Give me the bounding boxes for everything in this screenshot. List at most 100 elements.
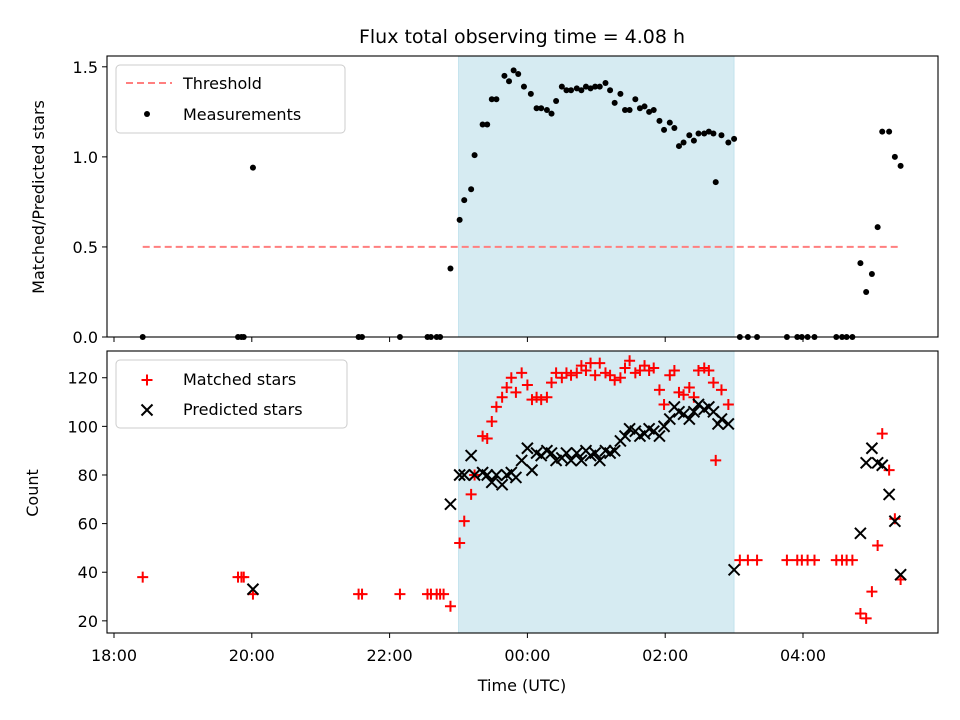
matched-star-point [137, 571, 149, 583]
x-tick-label: 02:00 [642, 646, 688, 665]
measurement-point [578, 87, 585, 94]
matched-star-point [521, 379, 533, 391]
measurement-point [641, 103, 648, 110]
predicted-star-point [888, 514, 902, 528]
predicted-star-point [481, 468, 494, 482]
matched-star-point [683, 381, 695, 393]
matched-star-point [707, 377, 719, 389]
measurement-point [857, 260, 864, 267]
measurement-point [897, 162, 904, 169]
measurement-point [249, 164, 256, 171]
matched-star-point [693, 364, 705, 376]
measurement-point [527, 90, 534, 97]
predicted-star-point [722, 417, 735, 431]
predicted-star-point [570, 446, 583, 460]
matched-star-point [624, 355, 636, 367]
top-legend: Threshold Measurements [115, 64, 346, 134]
matched-star-point [580, 364, 592, 376]
matched-star-point [889, 513, 901, 525]
x-tick-label: 04:00 [780, 646, 826, 665]
legend-threshold-label: Threshold [182, 74, 262, 93]
legend-predicted-swatch [140, 403, 154, 417]
measurement-point [573, 85, 580, 92]
measurement-point [461, 197, 468, 204]
matched-star-point [710, 454, 722, 466]
matched-star-point [876, 428, 888, 440]
matched-star-point [486, 416, 498, 427]
measurement-point [568, 87, 575, 94]
predicted-star-point [653, 429, 666, 443]
measurement-point [646, 108, 653, 115]
matched-star-point [854, 608, 866, 620]
top-y-tick-label: 1.5 [73, 58, 98, 77]
matched-star-point [238, 571, 250, 583]
measurement-point [656, 117, 663, 124]
matched-star-point [668, 364, 680, 376]
matched-star-point [458, 515, 470, 527]
measurement-point [686, 132, 693, 139]
measurement-point [468, 186, 475, 193]
matched-star-point [454, 537, 466, 549]
matched-star-point [501, 381, 513, 393]
predicted-star-point [564, 454, 578, 467]
matched-star-point [444, 600, 456, 612]
measurement-point [484, 121, 491, 128]
predicted-star-point [608, 444, 621, 457]
measurement-point [675, 143, 682, 150]
measurement-point [874, 224, 881, 231]
bottom-y-tick-label: 40 [78, 563, 98, 582]
measurement-point [447, 265, 454, 272]
predicted-star-point [246, 583, 260, 596]
measurement-point [533, 105, 540, 112]
predicted-star-point [859, 456, 873, 470]
matched-star-point [722, 398, 734, 410]
matched-star-point [356, 588, 368, 600]
x-tick-label: 18:00 [91, 646, 137, 665]
matched-star-point [781, 554, 793, 566]
top-y-tick-label: 0.5 [73, 238, 98, 257]
top-ylabel: Matched/Predicted stars [29, 100, 48, 294]
predicted-star-point [663, 412, 677, 426]
legend-box [115, 359, 348, 429]
measurement-point [680, 139, 687, 146]
predicted-star-point [894, 568, 907, 581]
predicted-star-point [560, 446, 573, 460]
matched-star-point [481, 433, 493, 445]
matched-star-point [614, 372, 626, 384]
x-tick-label: 00:00 [504, 646, 550, 665]
bottom-axes-frame [106, 350, 939, 634]
measurement-point [543, 107, 550, 114]
matched-star-point [846, 554, 858, 566]
measurement-point [868, 270, 875, 277]
bottom-y-tick-label: 120 [67, 369, 98, 388]
measurement-point [712, 179, 719, 186]
bottom-ylabel: Count [23, 469, 42, 517]
legend-predicted-label: Predicted stars [183, 400, 303, 419]
matched-star-point [465, 488, 477, 500]
matched-star-point [571, 367, 583, 379]
predicted-star-point [521, 442, 534, 455]
measurement-point [607, 87, 614, 94]
matched-star-point [516, 367, 528, 379]
matched-star-point [653, 384, 665, 396]
observing-window-shade [458, 55, 735, 338]
measurement-point [617, 90, 624, 97]
measurement-point [632, 96, 639, 103]
measurement-point [879, 128, 886, 135]
predicted-star-point [727, 563, 741, 577]
measurement-point [671, 125, 678, 132]
measurement-point [558, 83, 565, 90]
x-axis-label: Time (UTC) [477, 676, 566, 695]
matched-star-point [808, 554, 820, 566]
matched-star-point [394, 588, 406, 600]
observing-window-shade [458, 350, 735, 634]
predicted-star-point [715, 412, 728, 426]
matched-star-point [658, 398, 670, 410]
bottom-y-tick-label: 80 [78, 466, 98, 485]
measurement-point [886, 128, 893, 135]
measurement-point [553, 98, 560, 105]
matched-star-point [751, 554, 763, 566]
measurement-point [501, 72, 508, 79]
matched-star-point [541, 391, 553, 403]
